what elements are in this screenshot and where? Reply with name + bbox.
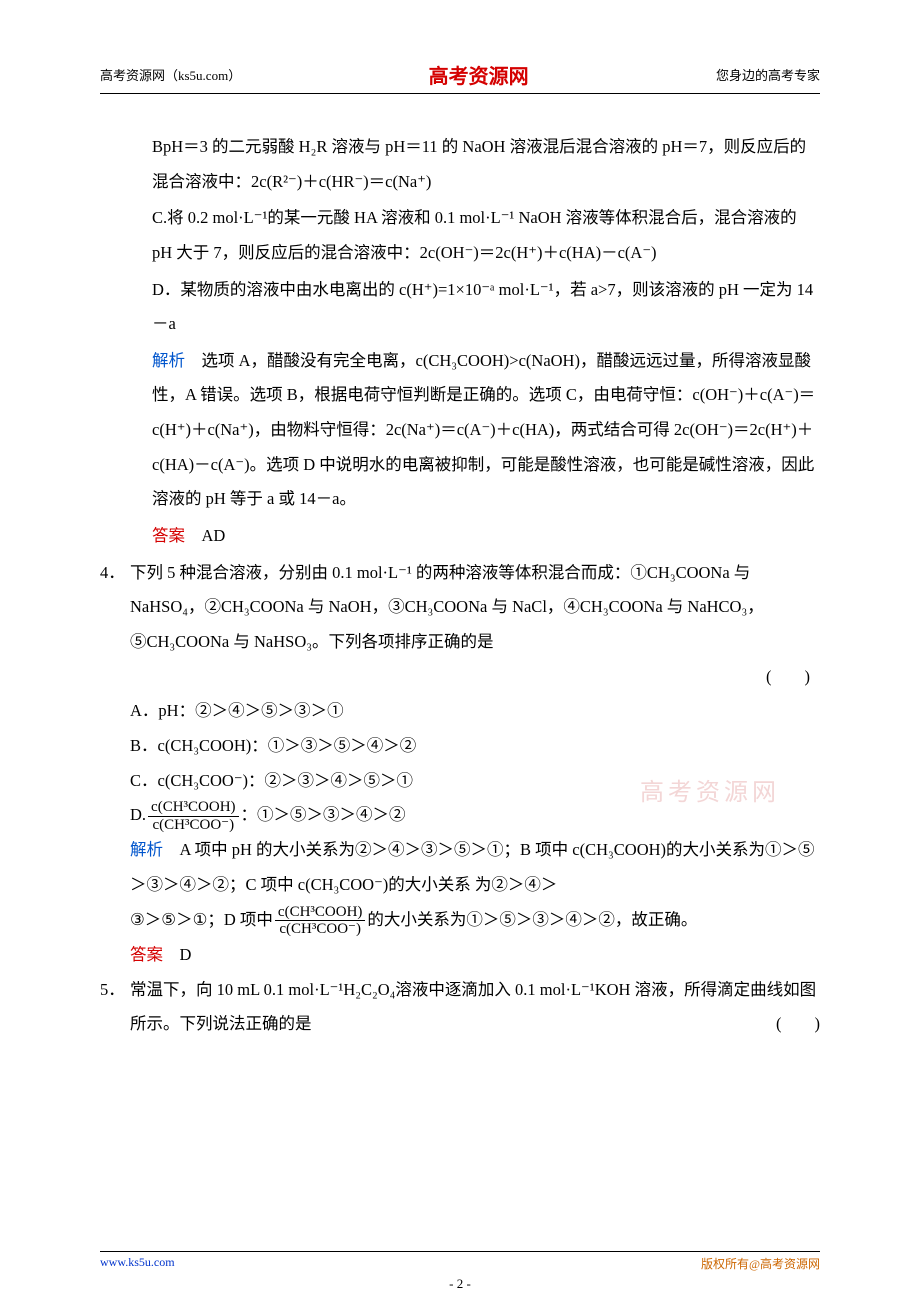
- q4-analysis-text1: A 项中 pH 的大小关系为②＞④＞③＞⑤＞①；B 项中 c(CH₃COOH)的…: [130, 840, 815, 894]
- q5: 5． 常温下，向 10 mL 0.1 mol·L⁻¹H₂C₂O₄溶液中逐滴加入 …: [100, 973, 820, 1042]
- q4-analysis-fraction: c(CH³COOH)c(CH³COO⁻): [275, 904, 366, 938]
- q4-analysis-2a: ③＞⑤＞①；D 项中: [130, 910, 273, 929]
- page-footer: www.ks5u.com 版权所有@高考资源网: [100, 1251, 820, 1272]
- q4-analysis-2b: 的大小关系为①＞⑤＞③＞④＞②，故正确。: [367, 910, 697, 929]
- header-left: 高考资源网（ks5u.com）: [100, 65, 241, 84]
- q4-number: 4．: [100, 556, 130, 973]
- q4: 4． 下列 5 种混合溶液，分别由 0.1 mol·L⁻¹ 的两种溶液等体积混合…: [100, 556, 820, 973]
- q4-answer-text: D: [163, 945, 191, 964]
- q4-analysis: 解析 A 项中 pH 的大小关系为②＞④＞③＞⑤＞①；B 项中 c(CH₃COO…: [130, 833, 820, 902]
- q4-analysis-line2: ③＞⑤＞①；D 项中c(CH³COOH)c(CH³COO⁻)的大小关系为①＞⑤＞…: [130, 903, 820, 938]
- q3-analysis-text: 选项 A，醋酸没有完全电离，c(CH₃COOH)>c(NaOH)，醋酸远远过量，…: [152, 351, 815, 509]
- q4-option-d: D.c(CH³COOH)c(CH³COO⁻)：①＞⑤＞③＞④＞②: [130, 798, 820, 833]
- header-right: 您身边的高考专家: [716, 65, 820, 84]
- header-center-logo: 高考资源网: [429, 60, 529, 89]
- q4-optd-prefix: D.: [130, 805, 146, 824]
- analysis-label: 解析: [152, 351, 185, 370]
- q4-answer: 答案 D: [130, 938, 820, 973]
- answer-label: 答案: [152, 526, 185, 545]
- q5-number: 5．: [100, 973, 130, 1042]
- q4-option-b: B．c(CH₃COOH)：①＞③＞⑤＞④＞②: [130, 729, 820, 764]
- q5-stem: 常温下，向 10 mL 0.1 mol·L⁻¹H₂C₂O₄溶液中逐滴加入 0.1…: [130, 980, 816, 1034]
- q5-paren: ( ): [776, 1007, 820, 1042]
- q3-analysis: 解析 选项 A，醋酸没有完全电离，c(CH₃COOH)>c(NaOH)，醋酸远远…: [100, 344, 820, 517]
- q4-option-c: C．c(CH₃COO⁻)：②＞③＞④＞⑤＞①: [130, 764, 820, 799]
- footer-right: 版权所有@高考资源网: [701, 1255, 820, 1272]
- page-header: 高考资源网（ks5u.com） 高考资源网 您身边的高考专家: [100, 60, 820, 94]
- q4-optd-suffix: ：①＞⑤＞③＞④＞②: [241, 805, 406, 824]
- analysis-label: 解析: [130, 840, 163, 859]
- page-number: - 2 -: [0, 1276, 920, 1292]
- footer-left: www.ks5u.com: [100, 1255, 175, 1272]
- q3-option-c: C.将 0.2 mol·L⁻¹的某一元酸 HA 溶液和 0.1 mol·L⁻¹ …: [100, 201, 820, 270]
- answer-label: 答案: [130, 945, 163, 964]
- q4-option-a: A．pH：②＞④＞⑤＞③＞①: [130, 694, 820, 729]
- q3-answer: 答案 AD: [100, 519, 820, 554]
- q3-answer-text: AD: [185, 526, 225, 545]
- q3-option-b: BpH＝3 的二元弱酸 H₂R 溶液与 pH＝11 的 NaOH 溶液混后混合溶…: [100, 130, 820, 199]
- q4-optd-fraction: c(CH³COOH)c(CH³COO⁻): [148, 799, 239, 833]
- document-content: BpH＝3 的二元弱酸 H₂R 溶液与 pH＝11 的 NaOH 溶液混后混合溶…: [100, 130, 820, 1042]
- q4-stem: 下列 5 种混合溶液，分别由 0.1 mol·L⁻¹ 的两种溶液等体积混合而成：…: [130, 556, 820, 660]
- q3-option-d: D．某物质的溶液中由水电离出的 c(H⁺)=1×10⁻ᵃ mol·L⁻¹，若 a…: [100, 273, 820, 342]
- q4-paren: ( ): [130, 660, 820, 695]
